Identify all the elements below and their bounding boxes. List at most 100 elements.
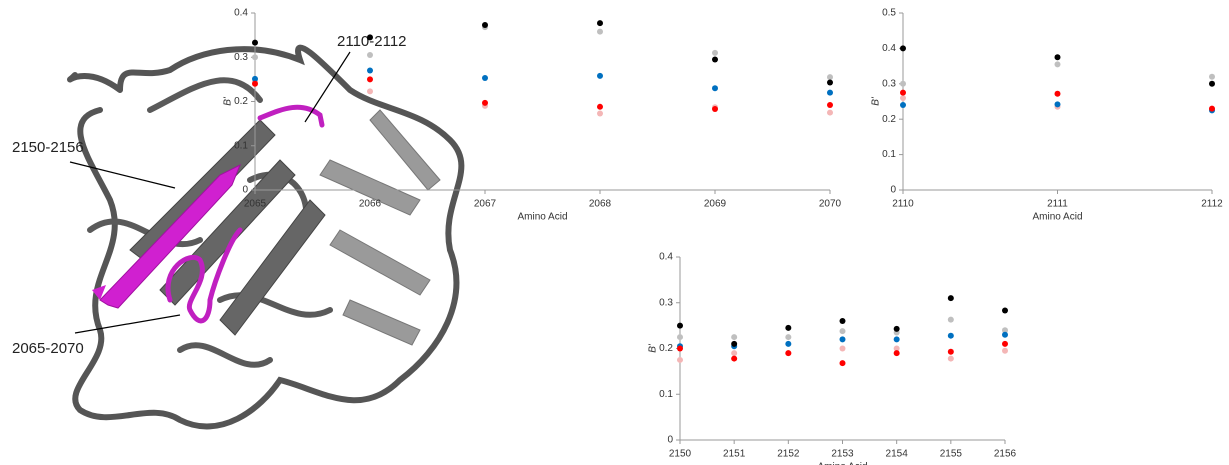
y-tick-label: 0.4 xyxy=(234,8,248,19)
figure: 2110-2112 2150-2156 2065-2070 00.10.20.3… xyxy=(0,0,1229,465)
point xyxy=(1055,101,1061,107)
x-tick-label: 2070 xyxy=(819,199,842,210)
point xyxy=(1055,54,1061,60)
point xyxy=(894,350,900,356)
point xyxy=(731,350,737,356)
point xyxy=(1002,348,1008,354)
x-tick-label: 2111 xyxy=(1047,199,1068,210)
x-tick-label: 2150 xyxy=(669,449,692,460)
point xyxy=(252,40,258,46)
point xyxy=(1209,81,1215,87)
y-tick-label: 0.2 xyxy=(659,343,673,354)
point xyxy=(840,346,846,352)
point xyxy=(252,54,258,60)
point xyxy=(712,85,718,91)
point xyxy=(367,68,373,74)
x-tick-label: 2067 xyxy=(474,199,497,210)
x-tick-label: 2152 xyxy=(777,449,800,460)
point xyxy=(482,22,488,28)
point xyxy=(840,336,846,342)
point xyxy=(840,360,846,366)
point xyxy=(948,295,954,301)
y-tick-label: 0 xyxy=(667,435,673,446)
point xyxy=(482,75,488,81)
point xyxy=(900,102,906,108)
point xyxy=(712,56,718,62)
point xyxy=(1055,91,1061,97)
point xyxy=(252,81,258,87)
point xyxy=(367,52,373,58)
point xyxy=(1209,106,1215,112)
point xyxy=(900,45,906,51)
point xyxy=(731,334,737,340)
point xyxy=(894,336,900,342)
y-tick-label: 0.3 xyxy=(882,78,896,89)
y-tick-label: 0.3 xyxy=(659,297,673,308)
point xyxy=(1002,341,1008,347)
protein-structure xyxy=(70,48,461,427)
point xyxy=(840,318,846,324)
point xyxy=(948,349,954,355)
point xyxy=(597,29,603,35)
point xyxy=(482,100,488,106)
x-tick-label: 2069 xyxy=(704,199,727,210)
x-tick-label: 2156 xyxy=(994,449,1017,460)
point xyxy=(677,323,683,329)
y-tick-label: 0.2 xyxy=(234,96,248,107)
point xyxy=(948,356,954,362)
point xyxy=(827,102,833,108)
point xyxy=(827,74,833,80)
point xyxy=(827,90,833,96)
x-tick-label: 2110 xyxy=(892,199,914,210)
point xyxy=(677,334,683,340)
point xyxy=(731,356,737,362)
point xyxy=(677,346,683,352)
point xyxy=(894,326,900,332)
x-tick-label: 2155 xyxy=(940,449,963,460)
y-tick-label: 0.1 xyxy=(882,149,896,160)
point xyxy=(712,106,718,112)
point xyxy=(827,79,833,85)
x-tick-label: 2065 xyxy=(244,199,267,210)
point xyxy=(900,95,906,101)
x-tick-label: 2154 xyxy=(886,449,909,460)
x-axis-label: Amino Acid xyxy=(817,462,867,465)
y-tick-label: 0.1 xyxy=(234,140,248,151)
point xyxy=(948,333,954,339)
x-tick-label: 2112 xyxy=(1201,199,1223,210)
point xyxy=(367,34,373,40)
point xyxy=(677,357,683,363)
y-axis-label: B' xyxy=(223,96,234,106)
point xyxy=(712,50,718,56)
point xyxy=(900,81,906,87)
x-axis-label: Amino Acid xyxy=(517,212,567,223)
y-tick-label: 0 xyxy=(242,185,248,196)
point xyxy=(1002,308,1008,314)
point xyxy=(731,341,737,347)
arrow xyxy=(75,315,180,333)
point xyxy=(785,334,791,340)
y-axis-label: B' xyxy=(648,343,659,353)
x-tick-label: 2151 xyxy=(723,449,746,460)
point xyxy=(597,104,603,110)
point xyxy=(1002,332,1008,338)
point xyxy=(840,328,846,334)
point xyxy=(367,88,373,94)
y-tick-label: 0.4 xyxy=(659,252,673,263)
point xyxy=(597,20,603,26)
point xyxy=(827,110,833,116)
y-axis-label: B' xyxy=(871,96,882,106)
point xyxy=(597,110,603,116)
x-tick-label: 2066 xyxy=(359,199,382,210)
point xyxy=(948,317,954,323)
point xyxy=(785,350,791,356)
y-tick-label: 0 xyxy=(890,185,896,196)
y-tick-label: 0.3 xyxy=(234,52,248,63)
point xyxy=(1055,61,1061,67)
arrow xyxy=(70,162,175,188)
y-tick-label: 0.1 xyxy=(659,389,673,400)
x-axis-label: Amino Acid xyxy=(1032,212,1082,223)
point xyxy=(785,325,791,331)
point xyxy=(367,76,373,82)
region-label: 2150-2156 xyxy=(12,139,84,156)
